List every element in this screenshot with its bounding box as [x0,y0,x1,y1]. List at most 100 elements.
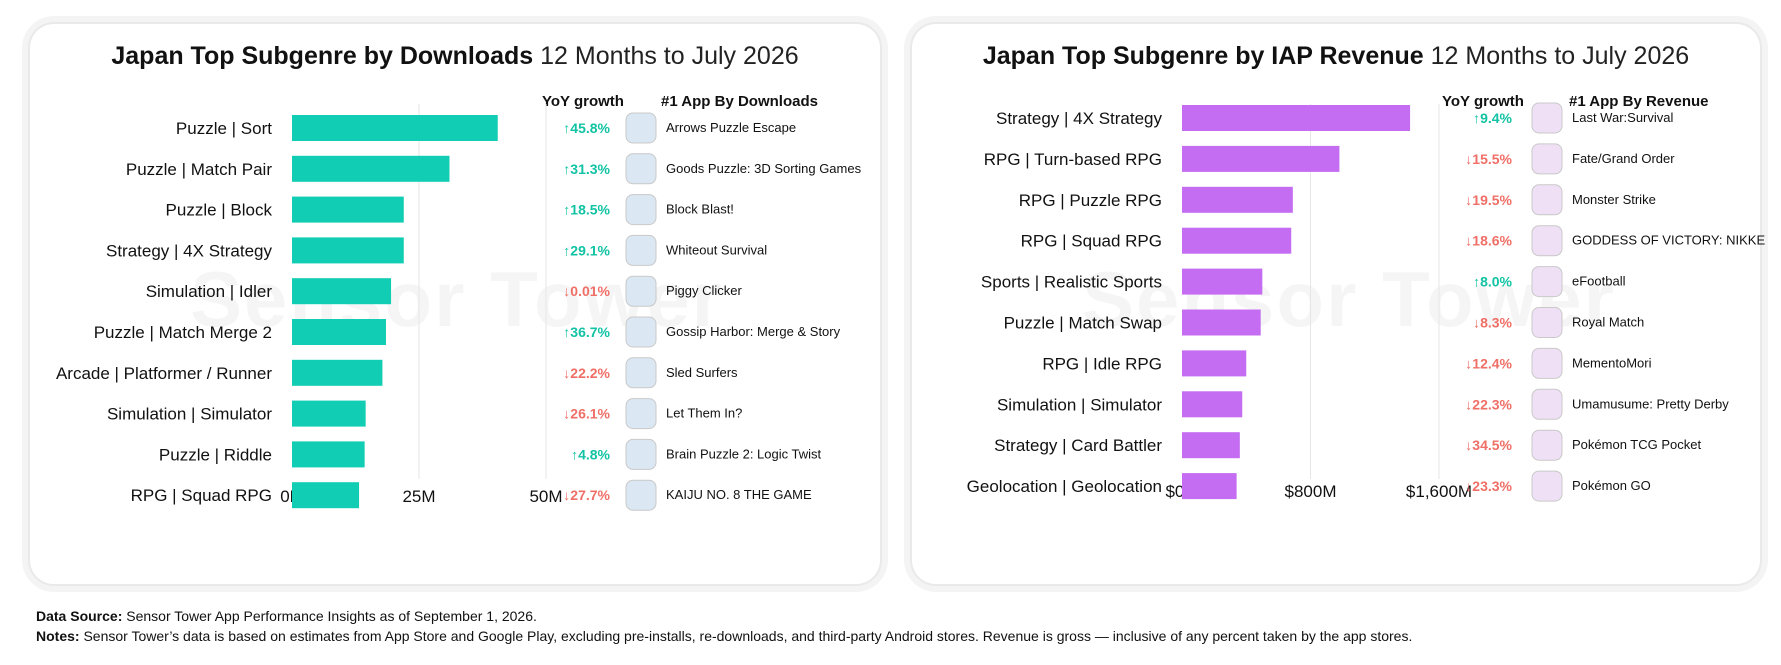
category-label: Sports | Realistic Sports [981,273,1162,292]
category-label: RPG | Idle RPG [1042,354,1162,373]
bar [292,196,404,223]
mementomori-icon [1531,347,1563,379]
category-label: Simulation | Idler [146,282,273,301]
data-source-text: Sensor Tower App Performance Insights as… [126,608,537,624]
category-label: Simulation | Simulator [997,395,1162,414]
yoy-growth-value: ↓27.7% [563,487,610,503]
chart-title-period: 12 Months to July 2026 [1430,42,1690,70]
bar [292,155,450,182]
top-app-name: Monster Strike [1572,192,1656,207]
umamusume-icon [1531,388,1563,420]
let-them-in-icon [625,398,657,430]
x-tick-label: $800M [1285,482,1337,501]
notes-label: Notes: [36,628,80,644]
bar [1182,391,1243,418]
top-app-name: Block Blast! [666,202,734,217]
downloads-bar-chart: 0M25M50MPuzzle | Sort↑45.8%Arrows Puzzle… [56,104,862,511]
fate-grand-order-icon [1531,143,1563,175]
royal-match-icon [1531,307,1563,338]
category-label: Puzzle | Block [166,201,273,220]
category-label: Puzzle | Match Merge 2 [94,323,272,342]
yoy-growth-value: ↓18.6% [1465,233,1512,249]
monster-strike-icon [1531,184,1563,216]
piggy-clicker-icon [625,275,657,307]
category-label: RPG | Squad RPG [1021,232,1162,251]
downloads-chart-panel: Sensor Tower Japan Top Subgenre by Downl… [28,22,882,586]
top-app-name: KAIJU NO. 8 THE GAME [666,487,812,502]
top-app-name: Piggy Clicker [666,283,743,298]
top-app-name: Fate/Grand Order [1572,151,1675,166]
top-app-name: MementoMori [1572,355,1652,370]
category-label: Geolocation | Geolocation [967,477,1162,496]
yoy-growth-value: ↑29.1% [563,242,610,258]
pokemon-tcg-pocket-icon [1531,429,1563,461]
chart-title: Japan Top Subgenre by IAP Revenue 12 Mon… [912,42,1760,71]
top-app-name: Umamusume: Pretty Derby [1572,396,1729,411]
nikke-icon [1531,225,1563,257]
top-app-name: Pokémon TCG Pocket [1572,437,1701,452]
sled-surfers-icon [625,357,657,389]
category-label: Simulation | Simulator [107,405,272,424]
gossip-harbor-icon [625,316,657,348]
bar [1182,432,1240,459]
notes-text: Sensor Tower’s data is based on estimate… [83,628,1413,644]
bar [1182,350,1247,377]
yoy-growth-value: ↑9.4% [1473,110,1512,126]
category-label: Arcade | Platformer / Runner [56,364,272,383]
category-label: Strategy | Card Battler [994,436,1162,455]
yoy-growth-value: ↓0.01% [563,283,610,299]
bar [1182,227,1292,254]
category-label: RPG | Squad RPG [131,486,272,505]
bar [292,278,392,305]
yoy-growth-value: ↑18.5% [563,202,610,218]
category-label: RPG | Turn-based RPG [984,150,1162,169]
bar [292,482,360,509]
block-blast-icon [625,194,657,226]
category-label: Strategy | 4X Strategy [996,109,1162,128]
top-app-name: Brain Puzzle 2: Logic Twist [666,446,821,461]
yoy-growth-value: ↓12.4% [1465,355,1512,371]
yoy-growth-value: ↓19.5% [1465,192,1512,208]
last-war-icon [1531,102,1563,134]
chart-title: Japan Top Subgenre by Downloads 12 Month… [30,42,880,71]
category-label: Strategy | 4X Strategy [106,241,272,260]
bar [292,400,366,427]
pokemon-go-icon [1531,470,1563,502]
top-app-name: Goods Puzzle: 3D Sorting Games [666,161,862,176]
yoy-growth-value: ↓26.1% [563,406,610,422]
chart-title-main: Japan Top Subgenre by Downloads [111,42,534,70]
chart-title-main: Japan Top Subgenre by IAP Revenue [982,42,1424,70]
category-label: Puzzle | Match Pair [126,160,272,179]
top-app-name: Arrows Puzzle Escape [666,120,796,135]
arrows-puzzle-escape-icon [625,112,657,144]
top-app-header: #1 App By Downloads [661,93,818,110]
top-app-name: Gossip Harbor: Merge & Story [666,324,841,339]
x-tick-label: 25M [402,487,435,506]
bar [1182,105,1411,131]
yoy-growth-value: ↑45.8% [563,120,610,136]
yoy-growth-value: ↑36.7% [563,324,610,340]
bar [292,115,498,141]
top-app-name: eFootball [1572,274,1626,289]
bar [1182,145,1340,172]
top-app-name: Sled Surfers [666,365,738,380]
category-label: Puzzle | Riddle [159,445,272,464]
goods-puzzle-icon [625,153,657,185]
top-app-name: Royal Match [1572,315,1644,330]
data-source-note: Data Source: Sensor Tower App Performanc… [36,608,537,624]
yoy-growth-value: ↓8.3% [1473,315,1512,331]
notes: Notes: Sensor Tower’s data is based on e… [36,628,1412,644]
data-source-label: Data Source: [36,608,123,624]
yoy-growth-header: YoY growth [1442,93,1524,110]
x-tick-label: $1,600M [1406,482,1472,501]
efootball-icon [1531,266,1563,298]
yoy-growth-value: ↑31.3% [563,161,610,177]
yoy-growth-value: ↓23.3% [1465,478,1512,494]
chart-title-period: 12 Months to July 2026 [540,42,799,70]
yoy-growth-value: ↑4.8% [571,446,610,462]
yoy-growth-value: ↓34.5% [1465,437,1512,453]
bar [292,441,365,468]
yoy-growth-value: ↑8.0% [1473,274,1512,290]
bar [1182,473,1237,500]
bar [292,319,386,345]
